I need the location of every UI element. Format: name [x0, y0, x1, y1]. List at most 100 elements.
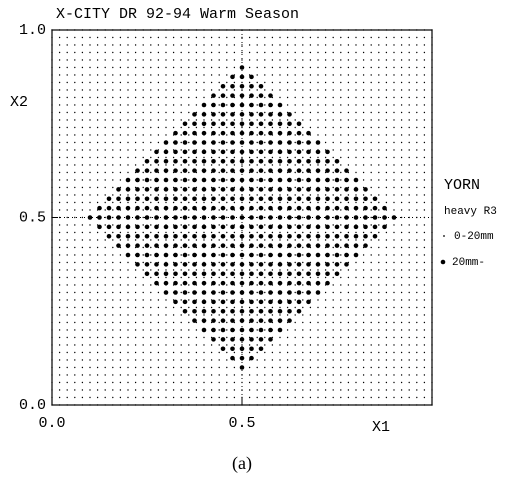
small-dot	[347, 59, 350, 61]
small-dot	[378, 29, 380, 31]
small-dot	[294, 284, 296, 286]
small-dot	[203, 119, 205, 121]
large-dot	[173, 130, 178, 136]
small-dot	[264, 186, 266, 189]
small-dot	[203, 156, 205, 159]
small-dot	[408, 29, 410, 31]
small-dot	[150, 51, 152, 54]
small-dot	[165, 201, 167, 204]
small-dot	[256, 119, 258, 121]
large-dot	[106, 215, 112, 220]
small-dot	[400, 284, 403, 286]
small-dot	[264, 179, 266, 181]
small-dot	[355, 141, 357, 144]
small-dot	[355, 299, 357, 301]
small-dot	[416, 344, 418, 346]
small-dot	[89, 36, 91, 39]
small-dot	[89, 156, 91, 159]
small-dot	[180, 104, 182, 106]
large-dot	[201, 168, 207, 173]
small-dot	[74, 44, 76, 46]
small-dot	[378, 216, 380, 219]
small-dot	[385, 389, 388, 391]
large-dot	[268, 271, 273, 277]
small-dot	[226, 89, 228, 91]
large-dot	[239, 224, 245, 230]
small-dot	[385, 396, 388, 399]
large-dot	[201, 290, 207, 295]
small-dot	[355, 276, 357, 279]
small-dot	[112, 239, 114, 241]
small-dot	[408, 329, 410, 331]
small-dot	[271, 36, 274, 39]
small-dot	[66, 299, 68, 301]
small-dot	[134, 306, 137, 309]
small-dot	[431, 164, 433, 166]
large-dot	[201, 177, 207, 183]
small-dot	[203, 359, 205, 361]
small-dot	[286, 119, 289, 121]
large-dot	[249, 158, 254, 164]
small-dot	[332, 299, 334, 301]
small-dot	[370, 171, 372, 174]
small-dot	[385, 51, 388, 54]
small-dot	[408, 389, 410, 391]
small-dot	[362, 284, 365, 286]
small-dot	[362, 276, 365, 279]
large-dot	[163, 140, 169, 145]
small-dot	[226, 156, 228, 159]
small-dot	[112, 134, 114, 136]
small-dot	[66, 291, 68, 294]
large-dot	[268, 93, 273, 98]
small-dot	[408, 156, 410, 159]
small-dot	[188, 299, 190, 301]
large-dot	[135, 205, 140, 211]
small-dot	[142, 374, 144, 376]
large-dot	[125, 196, 131, 202]
small-dot	[355, 194, 357, 196]
small-dot	[294, 269, 296, 271]
small-dot	[142, 51, 144, 54]
large-dot	[211, 337, 216, 342]
small-dot	[150, 179, 152, 181]
chart-title: X-CITY DR 92-94 Warm Season	[56, 6, 299, 23]
large-dot	[173, 215, 178, 220]
small-dot	[157, 239, 160, 241]
small-dot	[142, 141, 144, 144]
small-dot	[248, 81, 251, 84]
large-dot	[268, 112, 273, 117]
small-dot	[180, 141, 182, 144]
small-dot	[165, 321, 167, 324]
large-dot	[277, 308, 283, 314]
small-dot	[210, 359, 213, 361]
small-dot	[256, 261, 258, 264]
small-dot	[66, 126, 68, 129]
small-dot	[112, 141, 114, 144]
small-dot	[112, 96, 114, 99]
small-dot	[104, 404, 106, 406]
small-dot	[286, 336, 289, 339]
large-dot	[230, 121, 235, 127]
large-dot	[315, 140, 321, 145]
small-dot	[89, 269, 91, 271]
small-dot	[119, 389, 122, 391]
small-dot	[378, 336, 380, 339]
large-dot	[258, 187, 264, 192]
small-dot	[309, 201, 312, 204]
small-dot	[127, 119, 129, 121]
small-dot	[150, 164, 152, 166]
large-dot	[211, 290, 216, 295]
small-dot	[157, 29, 160, 31]
small-dot	[324, 59, 327, 61]
small-dot	[195, 81, 198, 84]
large-dot	[154, 280, 159, 286]
large-dot	[135, 187, 140, 192]
small-dot	[157, 321, 160, 324]
small-dot	[302, 269, 304, 271]
small-dot	[393, 171, 395, 174]
small-dot	[400, 179, 403, 181]
small-dot	[271, 359, 274, 361]
small-dot	[210, 314, 213, 316]
small-dot	[256, 141, 258, 144]
small-dot	[119, 396, 122, 399]
